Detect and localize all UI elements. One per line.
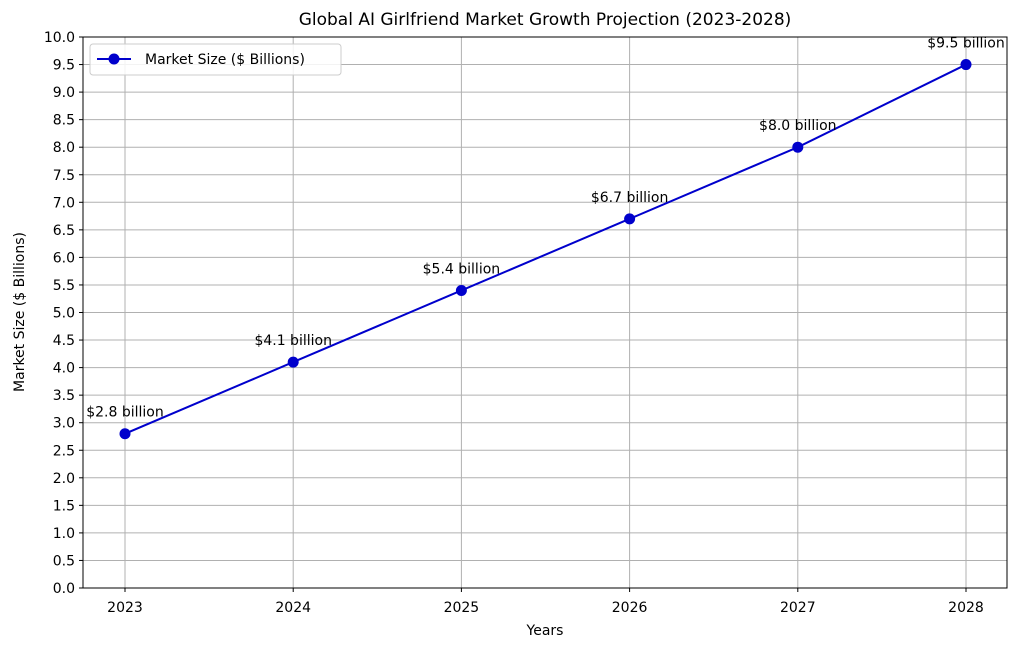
legend-marker-swatch xyxy=(108,53,120,65)
y-tick-label: 2.0 xyxy=(53,471,75,487)
x-tick-label: 2025 xyxy=(444,600,480,616)
data-point xyxy=(455,284,467,296)
legend-box xyxy=(89,43,342,76)
data-point xyxy=(624,213,636,225)
y-axis-title: Market Size ($ Billions) xyxy=(12,232,28,392)
x-tick-label: 2023 xyxy=(107,600,143,616)
x-axis-ticks: 2023 2024 2025 2026 2027 2028 xyxy=(107,588,984,616)
data-label: $6.7 billion xyxy=(591,190,669,206)
series-line xyxy=(124,63,967,435)
y-tick-label: 6.0 xyxy=(53,250,75,266)
x-axis-title: Years xyxy=(526,623,564,639)
data-point xyxy=(960,59,972,71)
x-tick-label: 2024 xyxy=(275,600,311,616)
data-label: $9.5 billion xyxy=(927,36,1005,52)
y-tick-label: 7.0 xyxy=(53,195,75,211)
y-axis-ticks: 0.0 0.5 1.0 1.5 2.0 2.5 3.0 3.5 4.0 4.5 5.0 5.5 6.0 6… xyxy=(44,30,83,597)
y-tick-label: 2.5 xyxy=(53,443,75,459)
data-label: $8.0 billion xyxy=(759,118,837,134)
legend: Market Size ($ Billions) xyxy=(89,43,342,76)
y-tick-label: 8.5 xyxy=(53,113,75,129)
y-tick-label: 9.0 xyxy=(53,85,75,101)
y-tick-label: 5.0 xyxy=(53,306,75,322)
series-layer xyxy=(119,59,972,440)
y-tick-label: 9.5 xyxy=(53,58,75,74)
data-label: $4.1 billion xyxy=(254,333,332,349)
y-tick-label: 6.5 xyxy=(53,223,75,239)
x-tick-label: 2027 xyxy=(780,600,816,616)
y-tick-label: 1.0 xyxy=(53,526,75,542)
data-point xyxy=(119,428,131,440)
data-labels: $2.8 billion $4.1 billion $5.4 billion $6.7… xyxy=(86,36,1005,421)
data-label: $5.4 billion xyxy=(423,261,501,277)
x-tick-label: 2026 xyxy=(612,600,648,616)
data-point xyxy=(792,141,804,153)
y-tick-label: 8.0 xyxy=(53,140,75,156)
y-tick-label: 0.5 xyxy=(53,553,75,569)
y-tick-label: 3.0 xyxy=(53,416,75,432)
y-tick-label: 4.5 xyxy=(53,333,75,349)
legend-entry-label: Market Size ($ Billions) xyxy=(145,52,305,68)
data-point xyxy=(287,356,299,368)
y-tick-label: 7.5 xyxy=(53,168,75,184)
grid xyxy=(83,36,1007,589)
y-tick-label: 4.0 xyxy=(53,361,75,377)
y-tick-label: 3.5 xyxy=(53,388,75,404)
y-tick-label: 10.0 xyxy=(44,30,75,46)
y-tick-label: 5.5 xyxy=(53,278,75,294)
data-label: $2.8 billion xyxy=(86,405,164,421)
y-tick-label: 1.5 xyxy=(53,498,75,514)
x-tick-label: 2028 xyxy=(948,600,984,616)
y-tick-label: 0.0 xyxy=(53,581,75,597)
chart-title: Global AI Girlfriend Market Growth Proje… xyxy=(299,10,792,30)
plot-area-frame xyxy=(82,36,1008,589)
